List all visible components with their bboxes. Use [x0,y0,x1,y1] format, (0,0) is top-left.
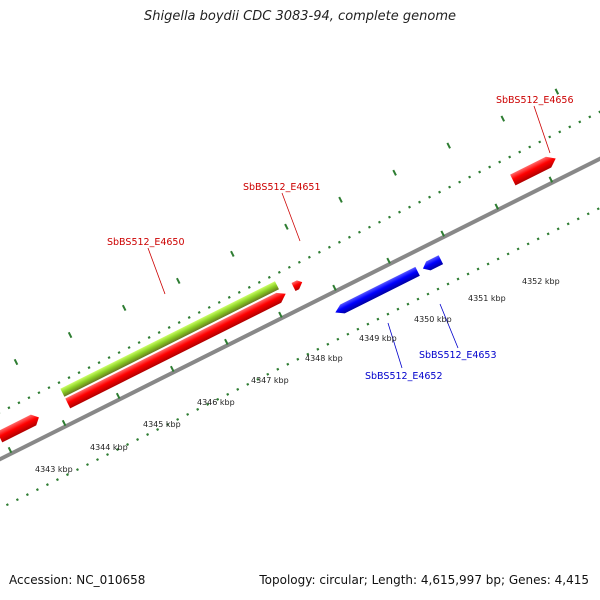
highlight-feature[interactable] [60,281,279,397]
leader-e4656 [533,105,551,154]
major-tick [170,365,175,372]
scale-label: 4351 kbp [468,294,506,303]
major-tick [7,446,13,454]
major-tick [338,196,343,203]
major-tick [67,331,73,339]
gene-sbbs512-e4653[interactable] [421,255,444,273]
scale-label: 4346 kbp [197,398,235,407]
map-title: Shigella boydii CDC 3083-94, complete ge… [143,9,457,24]
accession-text: Accession: NC_010658 [9,573,146,587]
genome-summary-text: Topology: circular; Length: 4,615,997 bp… [259,573,589,587]
leader-e4651 [281,192,301,242]
scale-label: 4352 kbp [522,277,560,286]
gene-sbbs512-e4656[interactable] [510,153,558,186]
major-tick [440,230,445,237]
leader-e4652 [387,322,403,369]
scale-label: 4344 kbp [90,443,128,452]
gene-label-e4656: SbBS512_E4656 [496,95,574,106]
scale-label: 4349 kbp [359,334,397,343]
backbone [0,81,600,533]
gene-label-e4653: SbBS512_E4653 [419,350,497,361]
major-tick [284,223,289,230]
major-ticks [7,88,560,454]
scale-label: 4348 kbp [305,354,343,363]
major-tick [61,419,67,427]
gene-sbbs512-e4652[interactable] [333,266,420,317]
major-tick [386,257,391,264]
major-tick [332,284,337,291]
major-tick [115,392,121,400]
scale-label: 4347 kbp [251,376,289,385]
major-tick [176,277,181,284]
leader-e4653 [439,303,459,349]
major-tick [121,304,127,312]
major-tick [278,311,283,318]
gene-sbbs512-e4650[interactable] [65,289,288,409]
major-tick [224,338,229,345]
gene-sbbs512-e4651[interactable] [291,279,304,292]
major-tick [554,88,560,95]
major-tick [548,176,554,183]
scale-labels: 4343 kbp 4344 kbp 4345 kbp 4346 kbp 4347… [35,277,560,474]
forward-tick-track [0,44,600,495]
major-tick [13,358,19,366]
major-tick [500,115,506,122]
gene-forward-left[interactable] [0,412,42,443]
major-tick [230,250,235,257]
leader-e4650 [147,247,166,295]
scale-label: 4350 kbp [414,315,452,324]
gene-label-e4652: SbBS512_E4652 [365,371,443,382]
scale-label: 4343 kbp [35,465,73,474]
major-tick [392,169,397,176]
major-tick [494,203,500,210]
scale-label: 4345 kbp [143,420,181,429]
gene-label-e4651: SbBS512_E4651 [243,182,321,193]
major-tick [446,142,451,149]
gene-label-e4650: SbBS512_E4650 [107,237,185,248]
